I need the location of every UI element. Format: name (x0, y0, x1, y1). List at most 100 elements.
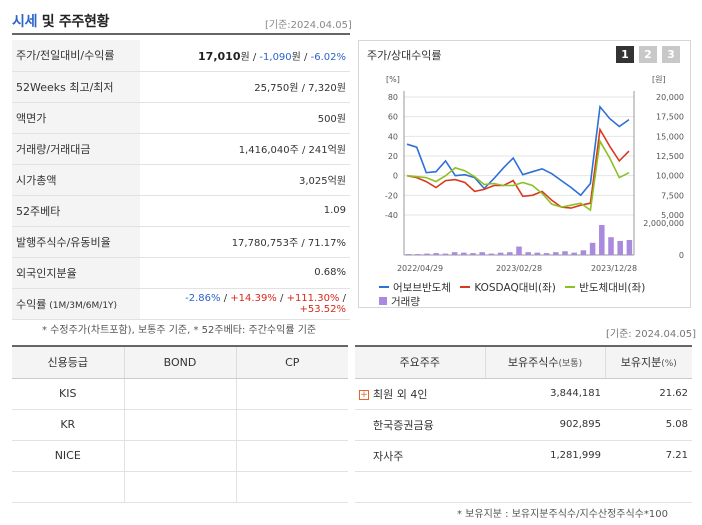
right-axis-unit: [원] (652, 75, 666, 84)
return-label: 수익률 (16, 297, 47, 311)
holder-shares: 1,281,999 (485, 440, 605, 472)
table-row: 액면가 500원 (12, 102, 350, 134)
bond-rating (123, 378, 236, 410)
table-row (12, 471, 348, 503)
volume-bar (516, 246, 522, 255)
bond-rating (123, 440, 236, 472)
section-title-main: 시세 (12, 14, 38, 30)
legend-label: 거래량 (391, 295, 420, 308)
legend-item-semi: 반도체대비(좌) (565, 280, 645, 294)
agency-name: KIS (12, 378, 124, 410)
row-label: 외국인지분율 (12, 257, 140, 289)
agency-name: KR (12, 409, 124, 441)
unit-text: 원 / (291, 51, 311, 63)
volume-bar (626, 240, 633, 255)
row-value: -2.86% / +14.39% / +111.30% / +53.52% (140, 288, 350, 320)
row-label: 발행주식수/유동비율 (12, 226, 140, 258)
volume-bar (461, 252, 467, 255)
chart-button-1[interactable]: 1 (616, 46, 634, 63)
volume-bar (488, 253, 495, 255)
price-change-rate: -6.02% (310, 51, 346, 63)
volume-tick-label: 0 (679, 251, 684, 260)
holder-pct: 5.08 (605, 409, 692, 441)
volume-bar (553, 252, 559, 255)
table-row: 주가/전일대비/수익률 17,010원 / -1,090원 / -6.02% (12, 40, 350, 72)
column-header-unit: (보통) (558, 359, 583, 370)
table-row (355, 471, 692, 503)
price-footnote: * 수정주가(차트포함), 보통주 기준, * 52주베타: 주간수익률 기준 (42, 325, 317, 336)
volume-bar (507, 252, 513, 255)
holder-pct (605, 471, 692, 503)
volume-bar (608, 237, 614, 255)
left-tick-label: 40 (388, 132, 398, 141)
series-line (406, 138, 630, 212)
cp-rating (235, 409, 348, 441)
table-row: NICE (12, 440, 348, 472)
row-value: 1,416,040주 / 241억원 (140, 133, 350, 165)
volume-bar (470, 253, 476, 255)
x-tick-label: 2023/12/28 (591, 264, 637, 273)
volume-bar (405, 254, 412, 255)
volume-tick-label: 2,000,000 (643, 219, 684, 228)
bond-rating (123, 409, 236, 441)
chart-button-2[interactable]: 2 (639, 46, 657, 63)
table-row: 외국인지분율 0.68% (12, 257, 350, 289)
holder-name: + 최원 외 4인 (355, 378, 485, 410)
holder-footnote: * 보유지분 : 보유지분주식수/지수산정주식수*100 (457, 509, 668, 520)
legend-label: 반도체대비(좌) (579, 281, 646, 294)
right-tick-label: 20,000 (656, 93, 684, 102)
column-header: 보유지분(%) (604, 345, 692, 379)
expand-plus-icon[interactable]: + (359, 389, 369, 400)
row-value: 0.68% (140, 257, 350, 289)
column-header-unit: (%) (661, 359, 677, 370)
return-1y: +53.52% (299, 303, 346, 315)
right-tick-label: 7,500 (661, 191, 684, 200)
agency-name: NICE (12, 440, 124, 472)
cp-rating (235, 378, 348, 410)
holder-name (355, 471, 485, 503)
table-row: 52주베타 1.09 (12, 195, 350, 227)
table-row: 발행주식수/유동비율 17,780,753주 / 71.17% (12, 226, 350, 258)
right-tick-label: 5,000 (661, 211, 684, 220)
chart-period-buttons: 1 2 3 (616, 46, 680, 63)
left-axis-unit: [%] (386, 75, 400, 84)
bond-rating (123, 471, 236, 503)
left-tick-label: 0 (393, 172, 398, 181)
volume-bar (562, 251, 568, 255)
volume-bar (479, 252, 485, 255)
price-chart: [%] [원] 80 20,000 60 17,500 40 15,000 20 12,500 0 1… (385, 75, 684, 273)
major-holders-table: 주요주주 보유주식수(보통) 보유지분(%) + 최원 외 4인 3,844,18… (355, 345, 692, 503)
volume-bar (617, 240, 623, 255)
price-change: -1,090 (259, 51, 292, 63)
chart-title: 주가/상대수익률 (367, 49, 442, 62)
row-label: 거래량/거래대금 (12, 133, 140, 165)
return-1m: -2.86% (185, 292, 221, 304)
right-tick-label: 15,000 (656, 132, 684, 141)
separator: / (342, 292, 346, 304)
current-price: 17,010 (198, 49, 241, 63)
volume-bar (599, 225, 605, 255)
chart-button-3[interactable]: 3 (662, 46, 680, 63)
holder-shares: 3,844,181 (485, 378, 605, 410)
header-divider (12, 33, 350, 35)
volume-bar (442, 253, 449, 255)
separator: / (280, 292, 284, 304)
row-value: 17,010원 / -1,090원 / -6.02% (140, 40, 350, 72)
left-tick-label: 60 (388, 113, 398, 122)
series-line (406, 104, 630, 197)
cp-rating (235, 471, 348, 503)
base-date: [기준:2024.04.05] (265, 20, 352, 31)
cp-rating (235, 440, 348, 472)
chart-legend: 어보브반도체 KOSDAQ대비(좌) 반도체대비(좌) 거래량 (379, 279, 685, 308)
legend-item-kosdaq: KOSDAQ대비(좌) (460, 280, 556, 294)
holder-name-text: 최원 외 4인 (373, 387, 428, 401)
row-value: 1.09 (140, 195, 350, 227)
table-row: 시가총액 3,025억원 (12, 164, 350, 196)
right-tick-label: 17,500 (656, 113, 684, 122)
chart-panel: 주가/상대수익률 1 2 3 [%] [원] 80 20,000 60 17,500 40 1… (358, 40, 691, 308)
holder-pct: 21.62 (605, 378, 692, 410)
table-row: KR (12, 409, 348, 441)
holder-shares: 902,895 (485, 409, 605, 441)
left-tick-label: 20 (388, 152, 398, 161)
legend-label: KOSDAQ대비(좌) (474, 281, 556, 294)
